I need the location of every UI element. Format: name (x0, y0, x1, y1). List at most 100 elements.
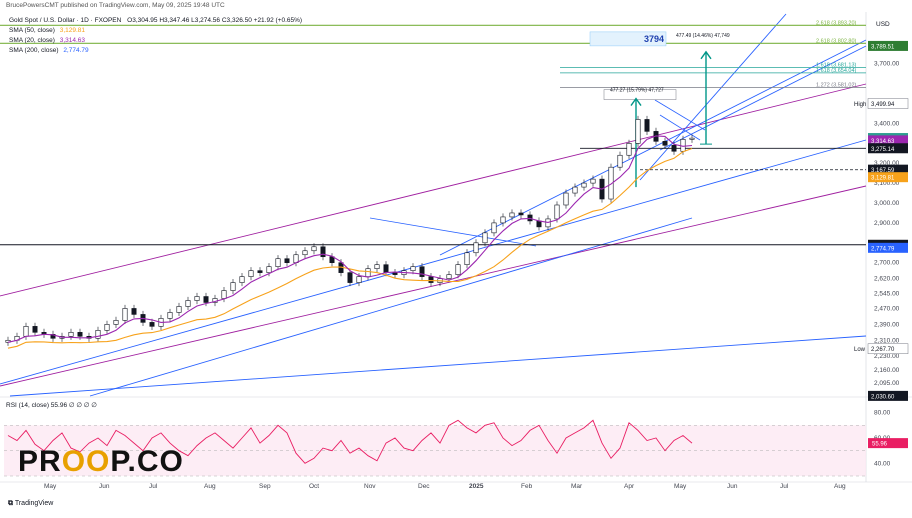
x-tick-label: Apr (624, 483, 635, 490)
y-tick-label: 2,095.00 (874, 380, 900, 387)
legend-sma20-label: SMA (20, close) (9, 37, 55, 44)
x-tick-label: 2025 (469, 483, 484, 490)
brand-logo: PROOP.CO (18, 445, 184, 479)
fib-level-label: 1.618 (3,681.13) (816, 62, 857, 68)
price-tag-value: 3,789.51 (871, 44, 895, 50)
candle-body (239, 276, 245, 283)
legend-sma50[interactable]: SMA (50, close) 3,129.81 (9, 27, 85, 34)
measured-move-label-1: 477.49 (14.46%) 47,749 (676, 33, 730, 39)
x-tick-label: Mar (571, 483, 583, 490)
candle-body (176, 306, 182, 313)
x-tick-label: Aug (834, 483, 846, 490)
currency-label: USD (876, 21, 890, 28)
price-tag (868, 143, 908, 154)
fib-level-label: 1.618 (3,654.04) (816, 68, 857, 74)
candle-body (446, 274, 452, 279)
ohlc-values: O3,304.95 H3,347.46 L3,274.56 C3,326.50 … (127, 17, 303, 24)
tradingview-logo: ⧉ TradingView (8, 500, 53, 508)
brand-prefix: PR (18, 445, 62, 478)
x-tick-label: Oct (309, 483, 319, 490)
publisher-line: BrucePowersCMT published on TradingView.… (6, 2, 225, 9)
blue-trendline-1 (0, 139, 867, 385)
candle-body (32, 326, 38, 333)
candle-body (644, 119, 650, 132)
rsi-current-tag (868, 438, 908, 449)
price-tag-value: 2,030.60 (871, 394, 895, 400)
y-tick-label: 2,470.00 (874, 305, 900, 312)
tradingview-label: TradingView (14, 500, 54, 507)
rsi-y-tick-label: 80.00 (874, 410, 891, 417)
candle-body (509, 212, 515, 218)
sma50-line (7, 147, 693, 349)
target-box (589, 31, 667, 47)
tradingview-icon: ⧉ (8, 500, 13, 507)
candle-body (608, 166, 614, 200)
candle-body (455, 264, 461, 275)
flag-line-2 (659, 114, 701, 141)
candle-body (149, 322, 155, 327)
candle-body (518, 212, 524, 216)
price-tag-value: 3,314.63 (871, 139, 895, 145)
price-tag-label: High (854, 102, 866, 108)
blue-trendline-2 (9, 335, 867, 397)
y-tick-label: 2,160.00 (874, 367, 900, 374)
rsi-line (7, 419, 693, 464)
price-tag-value: 3,499.94 (871, 102, 895, 108)
price-tag (868, 242, 908, 253)
x-tick-label: Jul (149, 483, 158, 490)
legend-sma50-value: 3,129.81 (59, 27, 86, 34)
price-tag (868, 172, 908, 183)
price-tag-value: 2,774.79 (871, 246, 895, 252)
x-tick-label: Jun (99, 483, 110, 490)
candle-body (122, 308, 128, 321)
brand-suffix: P.CO (110, 445, 184, 478)
candle-body (536, 220, 542, 228)
candle-body (113, 320, 119, 325)
upper-channel-line (0, 83, 867, 297)
legend-sma20[interactable]: SMA (20, close) 3,314.63 (9, 37, 85, 44)
candle-body (104, 324, 110, 331)
candle-body (302, 250, 308, 256)
legend-sma200-value: 2,774.79 (63, 47, 89, 54)
measured-move-label-2: 477.27 (15.79%) 47,727 (610, 88, 664, 94)
y-tick-label: 2,700.00 (874, 260, 900, 267)
price-tag (868, 390, 908, 401)
candle-body (266, 266, 272, 273)
y-tick-label: 3,200.00 (874, 160, 900, 167)
candle-body (410, 266, 416, 271)
candle-body (671, 145, 677, 152)
x-tick-label: Dec (418, 483, 430, 490)
candle-body (203, 296, 209, 303)
price-tag (868, 135, 908, 146)
y-tick-label: 2,310.00 (874, 337, 900, 344)
candle-body (428, 276, 434, 283)
blue-trendline-3 (89, 217, 693, 397)
candle-body (68, 332, 74, 337)
x-tick-label: Feb (521, 483, 533, 490)
candle-body (581, 182, 587, 188)
candle-body (131, 308, 137, 315)
price-tag (868, 164, 908, 175)
x-tick-label: May (674, 483, 687, 490)
price-tag-label: Low (854, 347, 866, 353)
legend-sma200[interactable]: SMA (200, close) 2,774.79 (9, 47, 89, 54)
candle-body (230, 282, 236, 291)
candle-body (554, 204, 560, 220)
rsi-legend: RSI (14, close) 55.96 ∅ ∅ ∅ ∅ (6, 402, 97, 409)
x-tick-label: Jul (780, 483, 789, 490)
measured-move-arrow-1-head (630, 97, 642, 106)
price-tag (867, 343, 909, 354)
candle-body (194, 296, 200, 301)
rsi-current-value: 55.96 (872, 442, 888, 448)
price-tag-value: 3,167.59 (871, 168, 895, 174)
x-tick-label: Nov (364, 483, 376, 490)
candle-body (626, 143, 632, 156)
candle-body (320, 246, 326, 258)
candle-body (680, 139, 686, 152)
y-tick-label: 2,900.00 (874, 220, 900, 227)
fib-level-label: 2.618 (3,893.20) (816, 20, 857, 26)
candle-body (392, 272, 398, 275)
candle-body (374, 264, 380, 269)
